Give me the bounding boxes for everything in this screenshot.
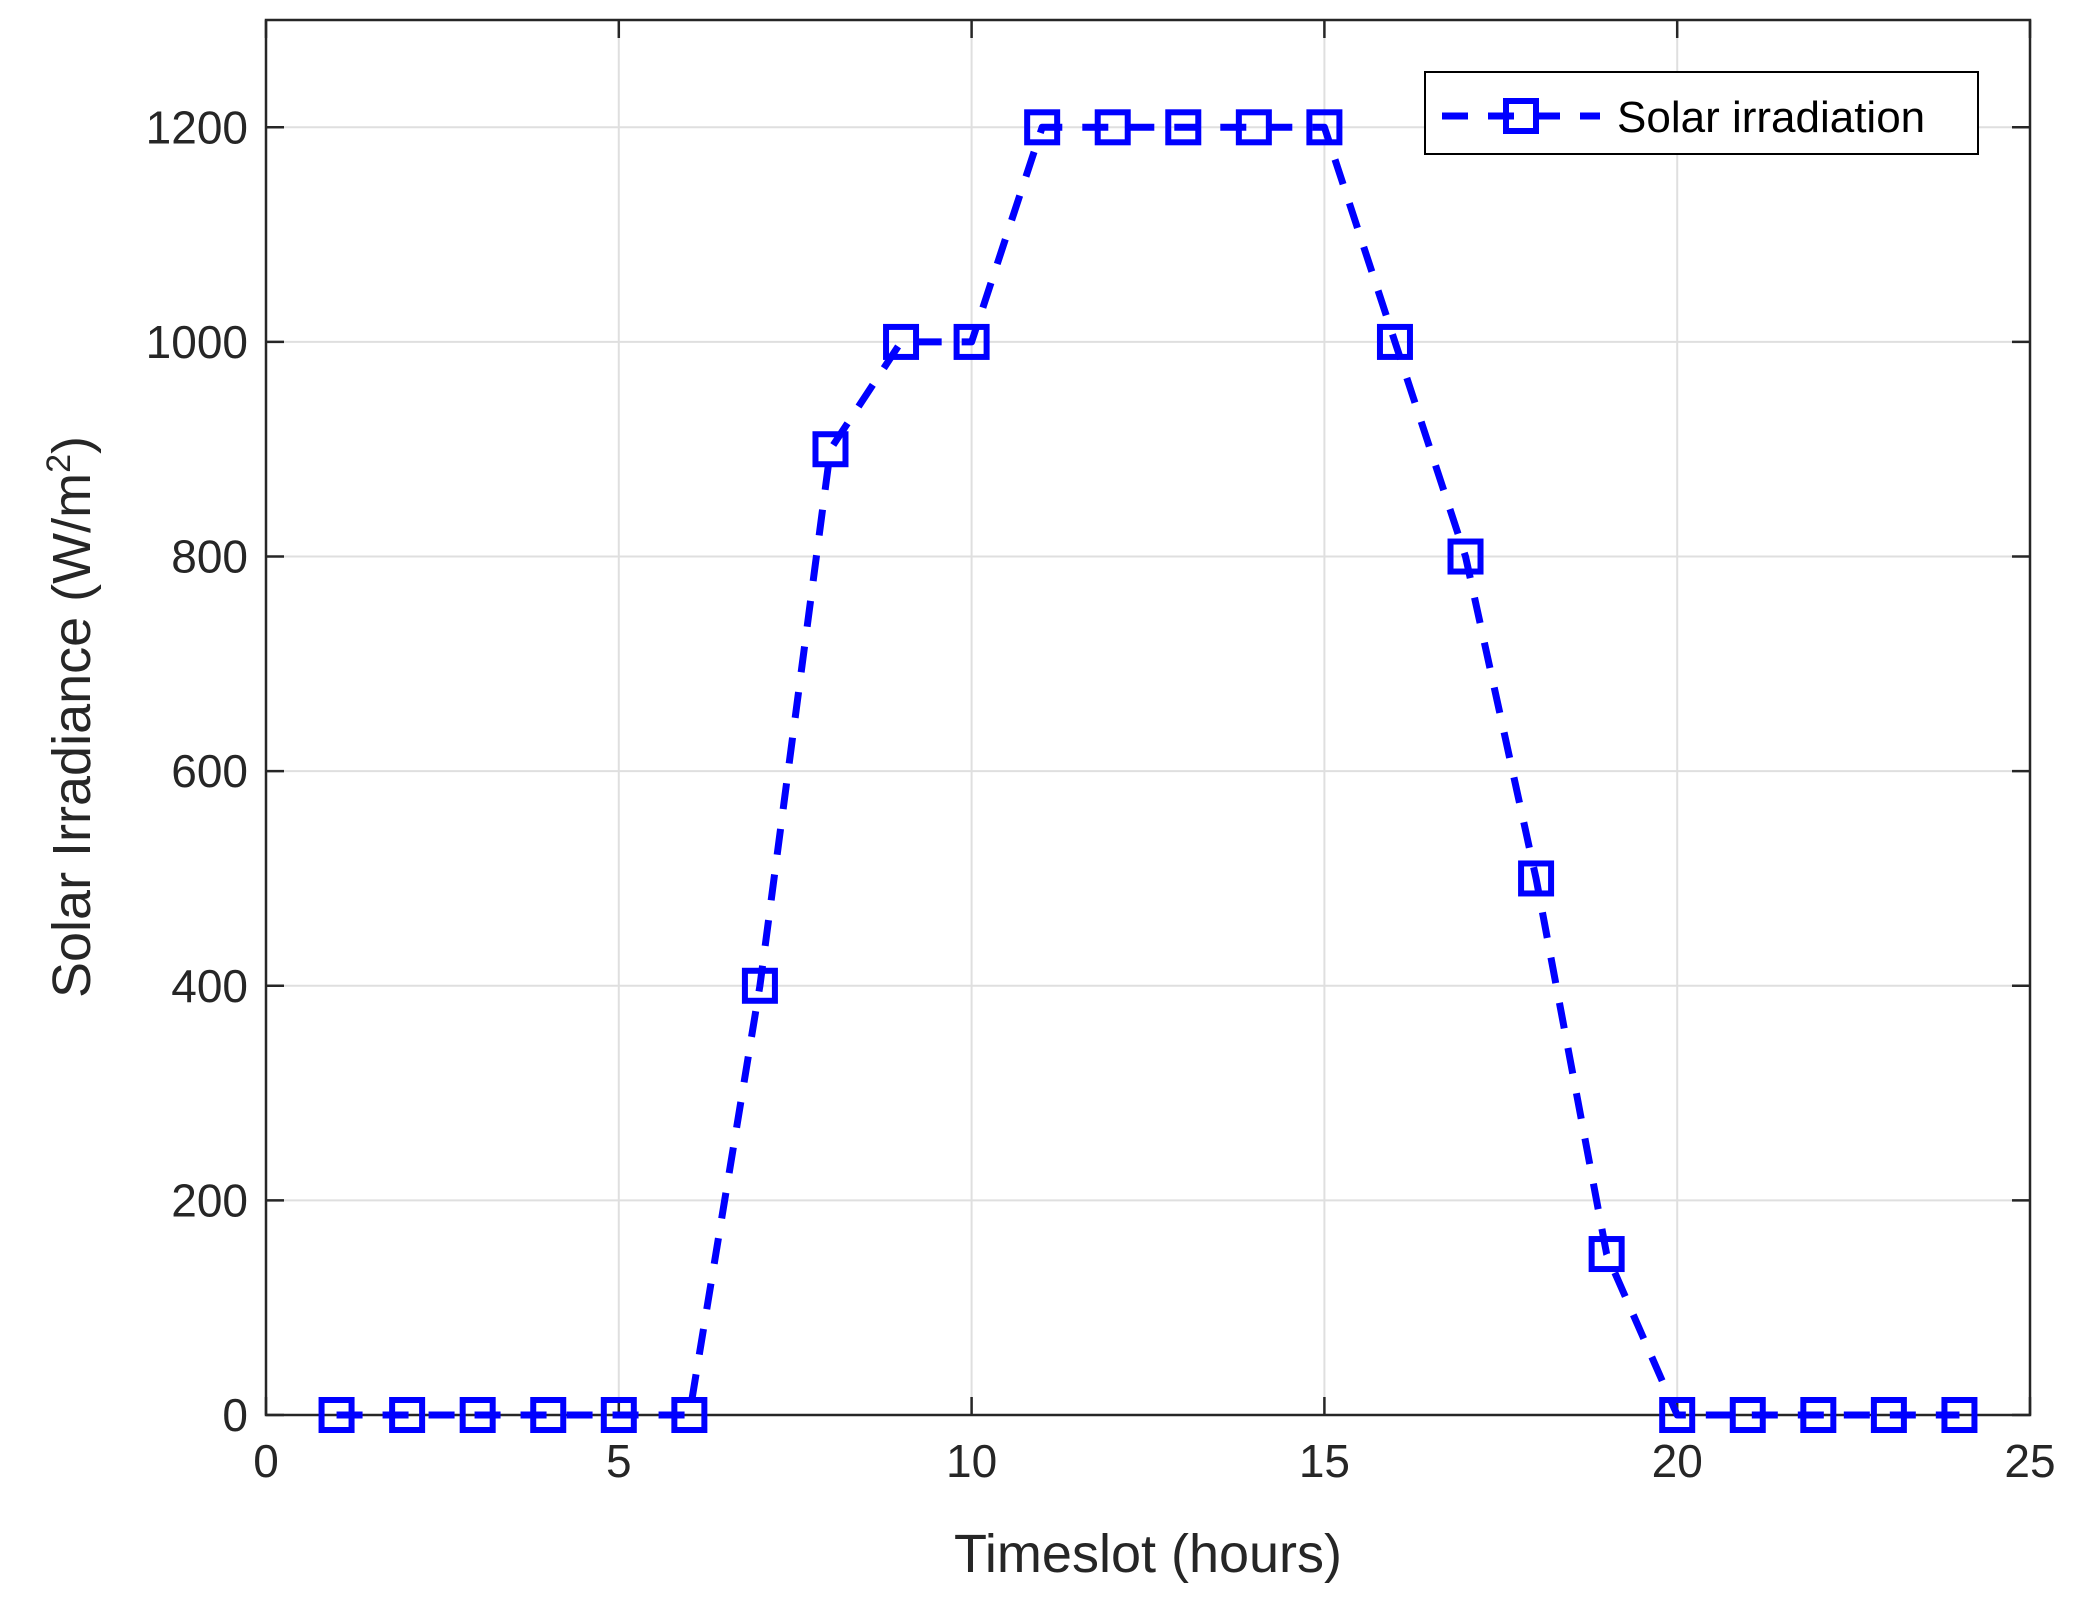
legend-box [1424,71,1979,155]
data-point-marker [1235,109,1272,146]
data-point-marker [883,323,920,360]
legend: Solar irradiation [1424,71,1979,155]
data-point-marker [953,323,990,360]
y-tick-label: 400 [171,960,248,1012]
x-tick-label: 25 [2004,1435,2055,1487]
y-tick-label: 1200 [146,101,248,153]
x-axis-title: Timeslot (hours) [954,1524,1342,1584]
legend-label: Solar irradiation [1617,93,1925,142]
series-line [336,123,1960,1419]
tick-marks [264,20,2032,1417]
y-axis-title: Solar Irradiance (W/m2) [40,436,102,998]
data-point-marker [1870,1397,1907,1433]
data-point-marker [530,1397,567,1433]
axes-box [264,18,2032,1417]
y-tick-label: 600 [171,745,248,797]
data-point-marker [1729,1397,1766,1433]
data-point-marker [1941,1397,1978,1433]
data-point-marker [1800,1397,1837,1433]
y-tick-label: 0 [222,1389,248,1441]
y-axis-title-suffix: ) [42,436,102,454]
series-layer [318,109,1978,1433]
data-point-marker [1447,538,1484,575]
data-point-marker [812,431,849,468]
x-tick-label: 20 [1652,1435,1703,1487]
data-point-marker [671,1397,708,1433]
legend-marker-sample [1503,98,1539,134]
data-point-marker [1659,1397,1696,1433]
x-tick-label: 5 [606,1435,632,1487]
tick-labels: 0 5 10 15 20 25 0 200 400 600 800 1000 1200 [146,101,2056,1487]
y-tick-label: 1000 [146,316,248,368]
y-axis-title-main: Solar Irradiance (W/m [42,473,102,998]
data-point-marker [459,1397,496,1433]
data-point-marker [1588,1236,1625,1273]
y-axis-title-superscript: 2 [40,454,78,473]
data-point-marker [1518,860,1555,897]
data-point-marker [1024,109,1061,146]
y-tick-label: 200 [171,1174,248,1226]
data-point-marker [318,1397,355,1433]
data-point-marker [1165,109,1202,146]
x-tick-label: 0 [253,1435,279,1487]
x-tick-label: 15 [1299,1435,1350,1487]
data-point-marker [389,1397,426,1433]
data-point-marker [1306,109,1343,146]
data-point-marker [1094,109,1131,146]
plot-area [266,20,2030,1415]
x-tick-label: 10 [946,1435,997,1487]
data-point-marker [1376,323,1413,360]
data-point-marker [741,967,778,1004]
data-point-marker [600,1397,637,1433]
y-tick-label: 800 [171,531,248,583]
